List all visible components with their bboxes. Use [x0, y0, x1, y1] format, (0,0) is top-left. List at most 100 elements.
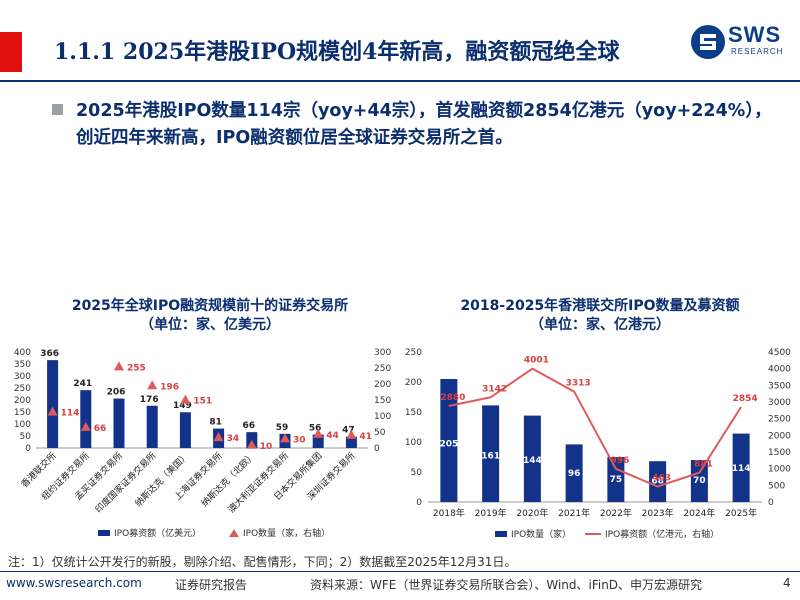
line-data-label: 2854	[733, 394, 758, 404]
logo-text: SWS	[728, 22, 782, 47]
bar-data-label: 205	[439, 440, 458, 450]
logo-subtext: RESEARCH	[731, 47, 784, 56]
line-data-label: 3313	[566, 379, 591, 389]
triangle-data-label: 114	[61, 409, 80, 419]
y2-tick-label: 50	[374, 428, 386, 438]
y2-tick-label: 3500	[768, 381, 791, 391]
bullet-square-icon	[52, 104, 63, 115]
bar	[732, 433, 750, 502]
y-tick-label: 200	[14, 396, 31, 406]
y2-tick-label: 0	[374, 444, 380, 454]
y-tick-label: 0	[25, 444, 31, 454]
y-tick-label: 50	[20, 432, 32, 442]
y2-tick-label: 250	[374, 364, 391, 374]
triangle-data-label: 66	[94, 424, 107, 434]
bar	[482, 405, 500, 502]
y-tick-label: 350	[14, 360, 31, 370]
x-tick-label: 2019年	[475, 507, 507, 519]
y2-tick-label: 4500	[768, 348, 791, 358]
bar	[649, 461, 667, 502]
bar	[47, 360, 59, 448]
x-tick-label: 2018年	[433, 507, 465, 519]
y2-tick-label: 150	[374, 396, 391, 406]
line-data-label: 4001	[524, 356, 549, 366]
bar-data-label: 149	[173, 401, 192, 411]
bar-data-label: 47	[342, 426, 355, 436]
bar-data-label: 75	[610, 475, 623, 485]
y-tick-label: 100	[14, 420, 31, 430]
triangle-data-label: 34	[227, 434, 240, 444]
triangle-marker	[280, 433, 290, 443]
y-tick-label: 400	[14, 348, 31, 358]
bar-data-label: 66	[243, 421, 256, 431]
triangle-marker	[246, 439, 257, 449]
y2-tick-label: 0	[768, 498, 774, 508]
legend-triangle-swatch	[229, 529, 239, 537]
bar	[146, 405, 158, 448]
report-type: 证券研究报告	[175, 578, 248, 592]
bar-data-label: 68	[651, 477, 664, 487]
bar	[179, 412, 191, 448]
bar	[565, 444, 583, 502]
legend-bar-swatch	[98, 530, 110, 536]
sws-logo	[691, 25, 725, 59]
accent-bar	[0, 32, 22, 72]
legend-triangle-label: IPO数量（家，右轴）	[243, 527, 330, 539]
x-tick-label: 2025年	[725, 507, 757, 519]
triangle-data-label: 151	[193, 397, 212, 407]
bar-data-label: 176	[140, 395, 159, 405]
bar-data-label: 161	[481, 452, 500, 462]
bar	[80, 390, 92, 448]
bar-data-label: 114	[732, 464, 751, 474]
page-number: 4	[783, 576, 791, 590]
chart1-global-ipo: 0 50 100 150 200 250 300 350 400 0 50 100 150 200 250 3…	[14, 348, 392, 539]
legend-bar-label: IPO募资额（亿美元）	[114, 527, 201, 539]
bar-data-label: 366	[40, 349, 59, 359]
bar	[607, 457, 625, 502]
triangle-marker	[80, 421, 91, 431]
chart2-title-line2: （单位：家、亿港元）	[530, 317, 670, 333]
bar	[440, 379, 458, 502]
chart2-title: 2018-2025年香港联交所IPO数量及募资额 （单位：家、亿港元）	[405, 297, 795, 335]
bar	[523, 415, 541, 502]
triangle-data-label: 196	[160, 382, 179, 392]
y2-tick-label: 3000	[768, 398, 791, 408]
y-tick-label: 150	[14, 408, 31, 418]
y2-tick-label: 100	[374, 412, 391, 422]
y2-tick-label: 2500	[768, 415, 791, 425]
chart1-title-line2: （单位：家、亿美元）	[140, 317, 280, 333]
triangle-marker	[180, 394, 191, 404]
y-tick-label: 200	[405, 378, 422, 388]
series-line	[448, 367, 742, 488]
x-tick-label: 澳大利亚证券交易所	[225, 450, 291, 516]
source-text: 资料来源：WFE（世界证券交易所联合会）、Wind、iFinD、申万宏源研究	[310, 578, 703, 592]
chart2-hk-ipo: 0501001502002500500100015002000250030003…	[405, 348, 791, 540]
chart2-title-line1: 2018-2025年香港联交所IPO数量及募资额	[460, 298, 740, 314]
y-tick-label: 150	[405, 408, 422, 418]
footer-divider	[0, 571, 800, 572]
y2-tick-label: 1500	[768, 448, 791, 458]
triangle-marker	[47, 406, 58, 416]
bar	[113, 398, 125, 448]
legend-bar-swatch	[495, 531, 507, 537]
website-link[interactable]: www.swsresearch.com	[6, 576, 142, 590]
x-tick-label: 2020年	[516, 507, 548, 519]
bar-data-label: 81	[209, 418, 222, 428]
bar-data-label: 241	[73, 379, 92, 389]
y2-tick-label: 500	[768, 481, 785, 491]
triangle-marker	[313, 428, 324, 438]
page-title: 1.1.1 2025年港股IPO规模创4年新高，融资额冠绝全球	[54, 39, 620, 65]
y-tick-label: 50	[411, 468, 423, 478]
y-tick-label: 250	[405, 348, 422, 358]
bar-data-label: 70	[693, 476, 706, 486]
x-tick-label: 2021年	[558, 507, 590, 519]
y-tick-label: 250	[14, 384, 31, 394]
bar-data-label: 144	[523, 456, 542, 466]
chart1-title: 2025年全球IPO融资规模前十的证券交易所 （单位：家、亿美元）	[20, 297, 400, 335]
x-tick-label: 2022年	[600, 507, 632, 519]
bar	[312, 434, 324, 448]
triangle-marker	[147, 380, 158, 390]
y2-tick-label: 300	[374, 348, 391, 358]
triangle-data-label: 10	[260, 442, 273, 452]
legend-bar-label: IPO数量（家）	[511, 528, 571, 540]
